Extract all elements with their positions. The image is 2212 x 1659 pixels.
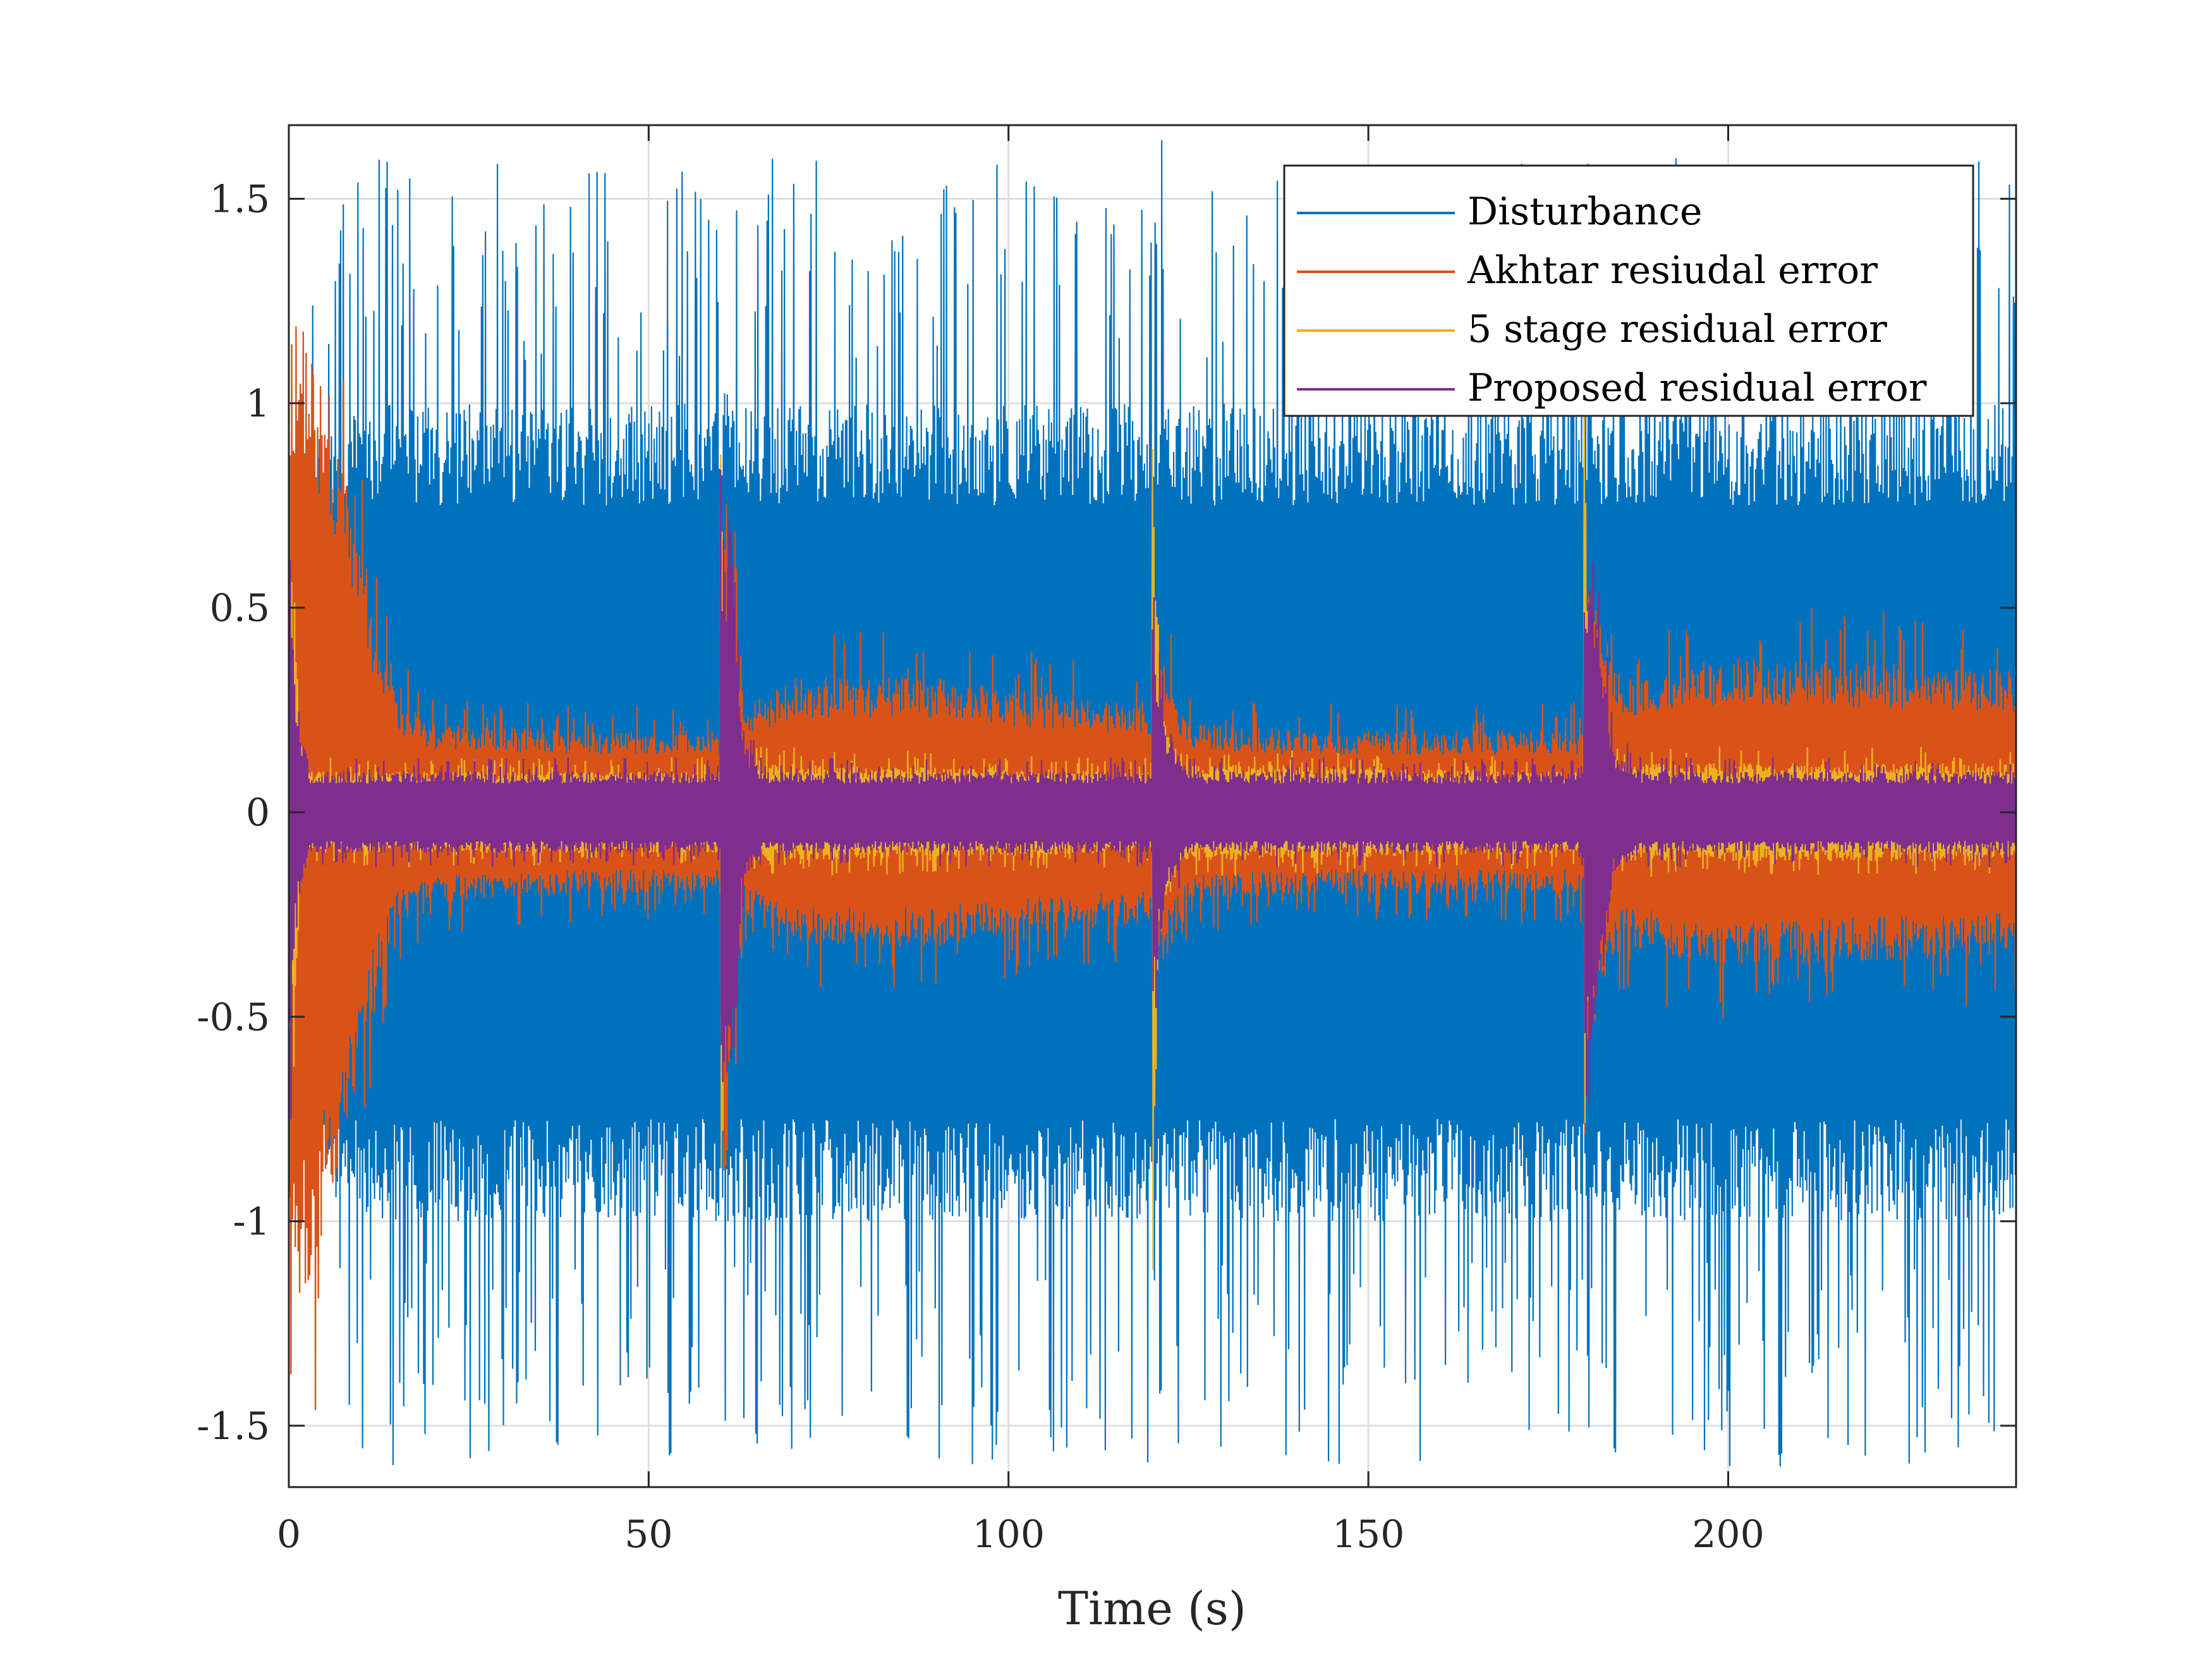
- ticks: [288, 125, 2016, 1487]
- series-line: [289, 470, 2016, 1120]
- y-tick-label: 1: [246, 382, 270, 426]
- x-tick-label: 200: [1692, 1512, 1765, 1557]
- y-tick-label: -1: [233, 1200, 270, 1244]
- y-tick-label: 0: [246, 791, 270, 835]
- x-axis-title: Time (s): [1058, 1582, 1246, 1635]
- axes-box: [288, 124, 2017, 1488]
- tick-labels: 0 50 100 150 200 -1.5 -1 -0.5 0 0.5 1 1.5: [197, 177, 1764, 1557]
- y-tick-label: 1.5: [210, 177, 270, 221]
- legend: Disturbance Akhtar resiudal error 5 stage …: [1283, 164, 1974, 417]
- legend-box: [1283, 164, 1974, 417]
- series-line: [289, 396, 2016, 1270]
- legend-label: Disturbance: [1468, 190, 1702, 234]
- y-tick-label: -1.5: [197, 1404, 270, 1449]
- x-tick-label: 50: [624, 1512, 672, 1557]
- y-tick-label: -0.5: [197, 995, 270, 1040]
- x-tick-label: 150: [1332, 1512, 1405, 1557]
- legend-label: 5 stage residual error: [1468, 307, 1887, 351]
- x-tick-label: 0: [277, 1512, 301, 1557]
- legend-label: Proposed residual error: [1468, 366, 1927, 410]
- series-layer: [289, 140, 2016, 1467]
- legend-label: Akhtar resiudal error: [1467, 248, 1878, 293]
- x-tick-label: 100: [972, 1512, 1045, 1557]
- y-tick-label: 0.5: [210, 586, 270, 631]
